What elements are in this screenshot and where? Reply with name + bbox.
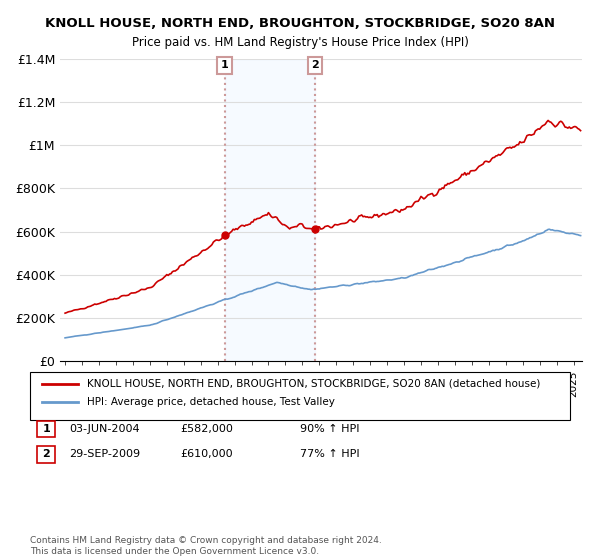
Text: 1: 1 bbox=[221, 60, 229, 70]
Text: 77% ↑ HPI: 77% ↑ HPI bbox=[300, 449, 359, 459]
Text: KNOLL HOUSE, NORTH END, BROUGHTON, STOCKBRIDGE, SO20 8AN: KNOLL HOUSE, NORTH END, BROUGHTON, STOCK… bbox=[45, 17, 555, 30]
Text: 1: 1 bbox=[43, 424, 50, 434]
Text: 90% ↑ HPI: 90% ↑ HPI bbox=[300, 424, 359, 434]
Text: £610,000: £610,000 bbox=[180, 449, 233, 459]
Text: 2: 2 bbox=[43, 449, 50, 459]
Text: 29-SEP-2009: 29-SEP-2009 bbox=[69, 449, 140, 459]
Text: Price paid vs. HM Land Registry's House Price Index (HPI): Price paid vs. HM Land Registry's House … bbox=[131, 36, 469, 49]
Text: 03-JUN-2004: 03-JUN-2004 bbox=[69, 424, 140, 434]
Text: Contains HM Land Registry data © Crown copyright and database right 2024.
This d: Contains HM Land Registry data © Crown c… bbox=[30, 536, 382, 556]
Text: £582,000: £582,000 bbox=[180, 424, 233, 434]
Text: 2: 2 bbox=[311, 60, 319, 70]
Text: KNOLL HOUSE, NORTH END, BROUGHTON, STOCKBRIDGE, SO20 8AN (detached house): KNOLL HOUSE, NORTH END, BROUGHTON, STOCK… bbox=[87, 379, 541, 389]
Text: HPI: Average price, detached house, Test Valley: HPI: Average price, detached house, Test… bbox=[87, 396, 335, 407]
Bar bbox=[224, 59, 315, 361]
